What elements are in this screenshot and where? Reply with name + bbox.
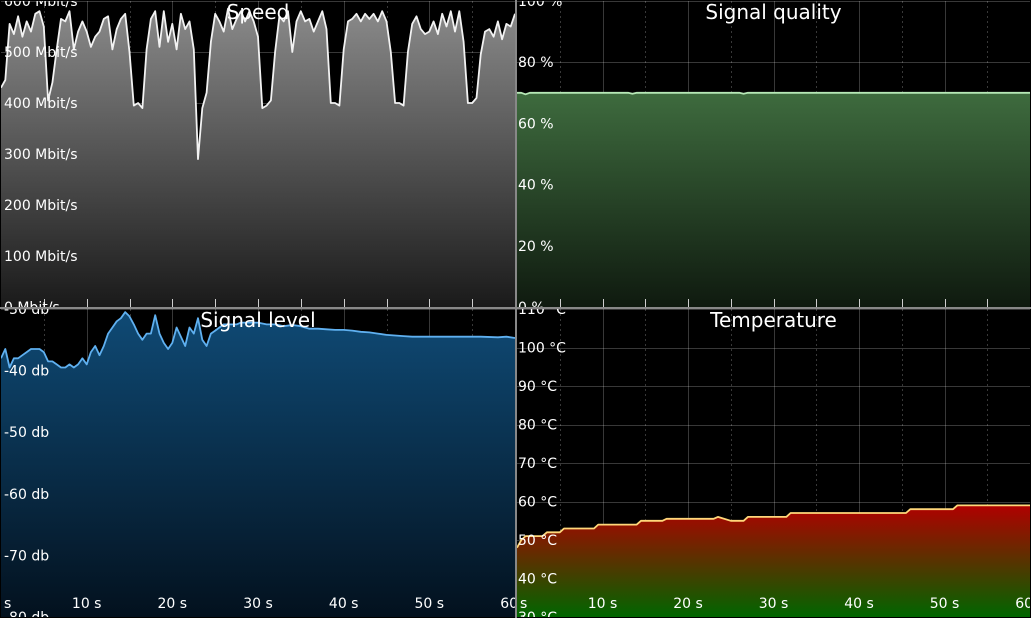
temperature-xtick-label: 30 s: [759, 596, 789, 612]
signal-quality-panel: 100 % 80 % 60 % 40 % 20 % 0 % Signal quality: [517, 0, 1030, 316]
speed-ytick-label: 500 Mbit/s: [4, 45, 78, 61]
speed-ytick-label: 600 Mbit/s: [4, 0, 78, 10]
signal-quality-ytick-label: 20 %: [518, 239, 554, 255]
speed-ytick-label: 200 Mbit/s: [4, 198, 78, 214]
temperature-xtick-label: 20 s: [673, 596, 703, 612]
temperature-ytick-label: 80 °C: [518, 418, 557, 434]
speed-panel: 600 Mbit/s 500 Mbit/s 400 Mbit/s 300 Mbit/s…: [1, 0, 515, 316]
signal-level-ytick-label: -40 db: [4, 364, 49, 380]
signal-level-ytick-label: -30 db: [4, 302, 49, 318]
temperature-ytick-label: 40 °C: [518, 572, 557, 588]
temperature-ytick-label: 30 °C: [518, 610, 557, 618]
signal-level-xtick-label: 60 s: [500, 596, 530, 612]
signal-level-area-0: [1, 312, 515, 617]
temperature-ytick-label: 60 °C: [518, 495, 557, 511]
temperature-ytick-label: 90 °C: [518, 379, 557, 395]
signal-quality-ytick-label: 40 %: [518, 178, 554, 194]
temperature-xtick-label: 10 s: [588, 596, 618, 612]
speed-area-0: [1, 8, 515, 307]
signal-level-xtick-label: 50 s: [415, 596, 445, 612]
temperature-xtick-label: 60 s: [1015, 596, 1031, 612]
signal-level-ytick-label: -60 db: [4, 487, 49, 503]
temperature-ytick-label: 110 °C: [518, 302, 566, 318]
signal-quality-ytick-label: 80 %: [518, 55, 554, 71]
signal-level-ytick-label: -50 db: [4, 425, 49, 441]
signal-level-xtick-label: 0 s: [0, 596, 11, 612]
signal-level-xtick-label: 10 s: [72, 596, 102, 612]
signal-level-ytick-label: -70 db: [4, 548, 49, 564]
speed-ytick-label: 400 Mbit/s: [4, 96, 78, 112]
signal-level-ytick-label: -80 db: [4, 610, 49, 618]
signal-quality-series-line-0: [517, 91, 1030, 96]
signal-quality-ytick-label: 60 %: [518, 116, 554, 132]
signal-quality-area-0: [517, 92, 1030, 307]
speed-ytick-label: 0 Mbit/s: [4, 300, 60, 316]
speed-series-line-0: [1, 7, 515, 160]
speed-ytick-label: 300 Mbit/s: [4, 147, 78, 163]
signal-level-xtick-label: 20 s: [158, 596, 188, 612]
temperature-ytick-label: 50 °C: [518, 533, 557, 549]
signal-quality-ytick-label: 0 %: [518, 300, 545, 316]
temperature-ytick-label: 70 °C: [518, 456, 557, 472]
temperature-panel: 110 °C 100 °C 90 °C 80 °C 70 °C 60 °C 50 °C 40 …: [507, 302, 1031, 618]
temperature-xtick-label: 50 s: [930, 596, 960, 612]
signal-level-panel: -30 db-40 db-50 db-60 db-70 db-80 db0 s1…: [0, 302, 530, 618]
temperature-series-line-0: [517, 504, 1030, 549]
temperature-xtick-label: 0 s: [507, 596, 528, 612]
signal-level-series-line-0: [1, 311, 515, 369]
signal-level-xtick-label: 30 s: [243, 596, 273, 612]
temperature-xtick-label: 40 s: [844, 596, 874, 612]
temperature-area-0: [517, 505, 1030, 617]
signal-quality-ytick-label: 100 %: [518, 0, 562, 10]
panel-separator-horizontal: [0, 307, 1031, 309]
signal-quality-chart-title: Signal quality: [705, 0, 841, 24]
speed-ytick-label: 100 Mbit/s: [4, 249, 78, 265]
temperature-chart-title: Temperature: [709, 308, 837, 332]
signal-level-chart-title: Signal level: [200, 308, 315, 332]
signal-level-xtick-label: 40 s: [329, 596, 359, 612]
temperature-ytick-label: 100 °C: [518, 341, 566, 357]
speed-chart-title: Speed: [227, 0, 290, 24]
